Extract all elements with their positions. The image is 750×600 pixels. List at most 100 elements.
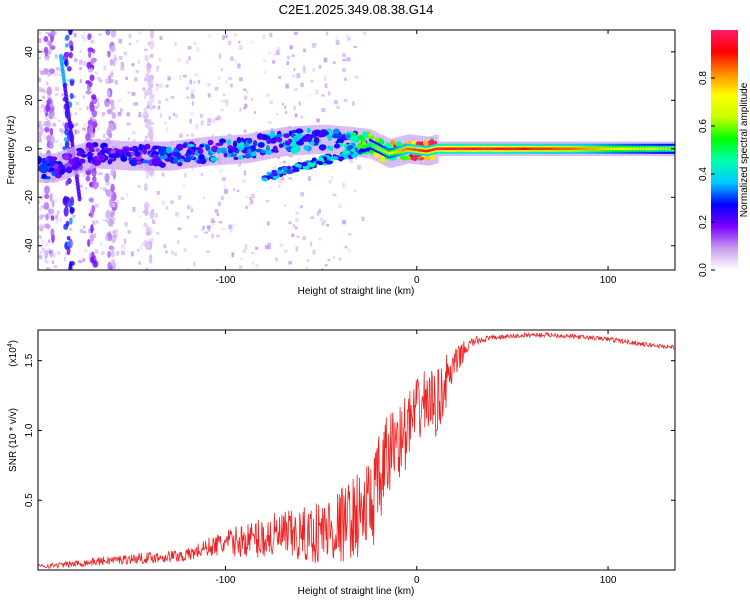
- spectrogram-trace-cell: [313, 136, 320, 144]
- spectrogram-band-core: [600, 147, 603, 151]
- spectrogram-noise-cell: [54, 86, 59, 91]
- spectrogram-left-blob: [38, 163, 49, 174]
- spectrogram-x-label: Height of straight line (km): [298, 286, 415, 297]
- spectrogram-streak-cell: [45, 267, 51, 270]
- spectrogram-band-core: [658, 147, 661, 151]
- spectrogram-secondary-cell: [305, 165, 311, 170]
- spectrogram-noise-cell: [220, 68, 223, 71]
- spectrogram-trace-cell: [178, 158, 184, 163]
- spectrogram-band-core: [436, 147, 439, 151]
- spectrogram-secondary-cell: [294, 163, 300, 168]
- spectrogram-band-core: [526, 147, 529, 151]
- spectrogram-band-core: [653, 147, 656, 151]
- spectrogram-noise-cell: [38, 135, 42, 139]
- spectrogram-streak-cell: [48, 250, 52, 255]
- spectrogram-noise-cell: [310, 216, 314, 219]
- spectrogram-trace-cell: [296, 140, 305, 146]
- spectrogram-noise-cell: [200, 172, 203, 176]
- spectrogram-noise-cell: [292, 74, 296, 78]
- spectrogram-trace-cell: [135, 160, 143, 165]
- spectrogram-noise-cell: [221, 227, 225, 231]
- spectrogram-noise-cell: [134, 102, 138, 106]
- spectrogram-noise-cell: [352, 101, 355, 106]
- spectrogram-noise-cell: [267, 244, 271, 250]
- spectrogram-noise-cell: [135, 40, 139, 43]
- spectrogram-noise-cell: [237, 65, 241, 70]
- spectrogram-band-core: [370, 143, 373, 147]
- spectrogram-noise-cell: [98, 79, 103, 83]
- spectrogram-band-core: [587, 147, 590, 151]
- spectrogram-noise-cell: [276, 50, 280, 56]
- colorbar-gradient: [711, 30, 738, 270]
- spectrogram-streak-cell: [63, 137, 68, 142]
- spectrogram-noise-cell: [189, 118, 192, 124]
- spectrogram-noise-cell: [94, 249, 99, 254]
- spectrogram-trace-cell: [233, 156, 239, 160]
- spectrogram-noise-cell: [82, 171, 86, 177]
- spectrogram-noise-cell: [83, 123, 88, 127]
- spectrogram-trace-cell: [90, 158, 97, 164]
- spectrogram-streak-cell: [43, 202, 50, 210]
- spectrogram-streak-cell: [90, 209, 94, 218]
- spectrogram-noise-cell: [193, 41, 197, 46]
- spectrogram-streak-cell: [105, 181, 111, 186]
- spectrogram-noise-cell: [38, 57, 41, 60]
- spectrogram-trace-cell: [211, 145, 219, 153]
- spectrogram-secondary-cell: [301, 161, 308, 166]
- spectrogram-trace-cell: [125, 151, 132, 157]
- spectrogram-streak-cell: [69, 206, 75, 214]
- colorbar: 0.0 0.2 0.4 0.6 0.8 Normalized spectral ampl…: [698, 30, 750, 277]
- snr-y-multiplier: (x104): [7, 340, 19, 367]
- spectrogram-noise-cell: [144, 139, 148, 142]
- spectrogram-trace-cell: [107, 160, 112, 165]
- spectrogram-band-core: [580, 147, 583, 151]
- spectrogram-band-core: [434, 147, 437, 151]
- spectrogram-noise-cell: [230, 56, 234, 61]
- spectrogram-trace-cell: [295, 128, 303, 134]
- spectrogram-trace-cell: [232, 140, 238, 148]
- spectrogram-streak-cell: [109, 99, 115, 105]
- spectrogram-noise-cell: [160, 84, 164, 88]
- spectrogram-trace-cell: [86, 152, 94, 157]
- spectrogram-streak-cell: [107, 261, 112, 270]
- spectrogram-band-core: [644, 147, 647, 151]
- spectrogram-noise-cell: [187, 46, 192, 50]
- spectrogram-noise-cell: [253, 111, 256, 114]
- spectrogram-noise-cell: [165, 127, 169, 132]
- spectrogram-noise-cell: [146, 104, 150, 109]
- spectrogram-band-core: [667, 147, 670, 151]
- spectrogram-band-core: [428, 149, 431, 152]
- spectrogram-band-core: [463, 147, 466, 151]
- spectrogram-noise-cell: [38, 131, 43, 136]
- spectrogram-secondary-cell: [276, 170, 283, 175]
- spectrogram-noise-cell: [316, 118, 320, 123]
- spectrogram-noise-cell: [116, 200, 119, 205]
- spectrogram-streak-cell: [66, 236, 71, 241]
- spectrogram-noise-cell: [234, 59, 237, 63]
- spectrogram-noise-cell: [229, 229, 233, 233]
- spectrogram-noise-cell: [313, 42, 317, 46]
- spectrogram-noise-cell: [347, 248, 351, 253]
- spectrogram-streak-cell: [110, 234, 117, 243]
- spectrogram-noise-cell: [231, 252, 234, 258]
- spectrogram-band-core: [563, 147, 566, 151]
- spectrogram-trace-cell: [423, 156, 431, 161]
- spectrogram-band-core: [665, 147, 668, 151]
- spectrogram-streak-cell: [68, 200, 73, 209]
- spectrogram-streak-cell: [50, 30, 56, 37]
- spectrogram-trace-cell: [290, 146, 299, 154]
- spectrogram-band-core: [656, 147, 659, 151]
- spectrogram-band-core: [633, 147, 636, 151]
- spectrogram-streak-cell: [148, 253, 153, 264]
- spectrogram-band-core: [433, 148, 436, 151]
- spectrogram-streak-cell: [106, 98, 110, 103]
- spectrogram-band-core: [379, 148, 382, 151]
- spectrogram-streak-cell: [107, 50, 111, 58]
- spectrogram-streak-cell: [105, 30, 111, 36]
- spectrogram-noise-cell: [296, 74, 300, 79]
- spectrogram-noise-cell: [74, 58, 78, 62]
- spectrogram-noise-cell: [150, 122, 154, 125]
- spectrogram-band-core: [607, 147, 610, 151]
- spectrogram-noise-cell: [349, 159, 354, 163]
- spectrogram-noise-cell: [243, 95, 248, 100]
